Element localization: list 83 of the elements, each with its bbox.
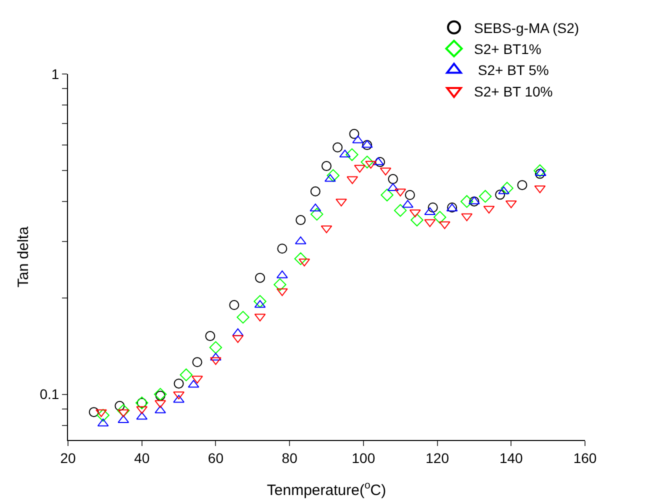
x-tick-label: 80 [282,450,298,466]
point [296,215,306,226]
point [534,185,546,194]
point [428,202,438,212]
point [254,295,266,308]
point [255,272,266,283]
point [402,200,414,208]
point [380,188,394,202]
point [96,408,110,422]
point [192,357,202,368]
point [332,142,343,152]
point [478,190,492,203]
point [346,148,358,162]
legend-label: S2+ BT1% [474,41,542,58]
point [360,156,374,168]
x-tick-label: 140 [499,450,524,466]
point [155,390,166,401]
legend-label: SEBS-g-MA (S2) [474,20,580,36]
point [209,341,222,354]
point [210,352,222,361]
point [136,412,148,420]
x-tick-label: 120 [426,450,450,466]
point [346,176,358,184]
point [460,195,474,208]
point [354,164,366,173]
point [276,270,288,278]
point [173,394,184,403]
point [188,380,200,388]
point [388,174,398,184]
point [310,208,324,221]
point [229,300,240,310]
point [394,204,407,217]
point [192,376,203,384]
point [424,219,436,228]
point [118,409,130,418]
point [180,368,193,382]
point [320,225,332,234]
point [294,236,306,244]
point [410,214,424,226]
point [517,180,528,190]
y-tick-label: 1 [51,66,60,82]
legend-label: S2+ BT 10% [474,83,553,100]
point [500,182,514,195]
legend-label: S2+ BT 5% [474,62,549,78]
point [461,213,473,222]
point [404,190,415,200]
point [322,161,332,172]
point [205,331,216,342]
point [117,404,130,417]
point [174,378,184,389]
point [236,310,250,324]
point [294,252,307,266]
point [96,409,107,418]
point [495,190,506,200]
point [362,140,372,150]
x-tick-label: 160 [573,450,597,466]
point [114,400,125,411]
point [505,200,517,208]
point [438,221,450,230]
point [277,244,288,254]
point [154,388,167,401]
point [372,157,384,166]
x-tick-label: 40 [134,450,150,466]
point [349,128,360,139]
point [498,186,510,194]
point [483,206,495,214]
point [276,288,288,296]
point [534,164,546,178]
point [88,407,99,418]
point [534,168,545,179]
x-tick-label: 100 [352,450,376,466]
point [310,186,320,196]
point [375,157,386,168]
point [365,160,377,169]
x-tick-label: 60 [208,450,224,466]
point [274,278,286,291]
x-tick-label: 20 [60,450,76,466]
y-axis-title: Tan delta [15,226,32,288]
y-tick-label: 0.1 [40,386,60,402]
x-axis-title: Tenmperature($^{o}$C) [266,480,386,499]
point [424,207,436,216]
point [326,169,340,182]
point [434,210,446,224]
